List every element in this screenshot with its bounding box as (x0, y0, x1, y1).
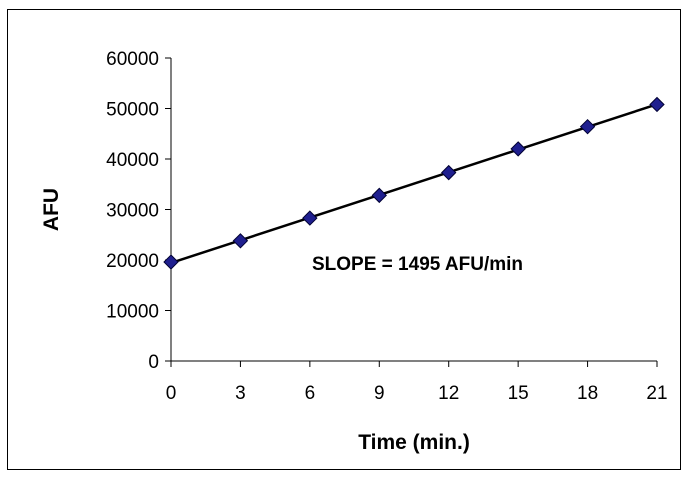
data-point (579, 118, 596, 135)
x-tick-label: 6 (305, 383, 316, 404)
data-point (649, 96, 665, 113)
x-tick-label: 12 (438, 383, 459, 404)
trend-line (170, 103, 658, 265)
data-point (510, 141, 526, 157)
y-tick-label: 10000 (106, 302, 159, 323)
y-tick-label: 50000 (106, 100, 159, 121)
x-tick-label: 9 (374, 383, 385, 404)
slope-annotation: SLOPE = 1495 AFU/min (312, 254, 523, 275)
x-tick-label: 18 (577, 383, 598, 404)
data-point (302, 210, 318, 226)
x-tick-label: 21 (646, 383, 667, 404)
x-tick-label: 15 (508, 383, 529, 404)
data-point (163, 254, 179, 270)
y-axis-title: AFU (40, 188, 63, 231)
x-tick-label: 3 (235, 383, 246, 404)
data-point (441, 164, 457, 181)
y-tick-label: 0 (148, 352, 159, 373)
x-tick-label: 0 (166, 383, 177, 404)
y-tick-label: 30000 (106, 201, 159, 222)
y-tick-label: 60000 (106, 49, 159, 70)
x-axis-title: Time (min.) (358, 431, 470, 454)
data-point (371, 187, 387, 204)
y-tick-label: 20000 (106, 251, 159, 272)
data-point (232, 233, 249, 249)
chart-frame (7, 9, 681, 470)
y-tick-label: 40000 (106, 150, 159, 171)
